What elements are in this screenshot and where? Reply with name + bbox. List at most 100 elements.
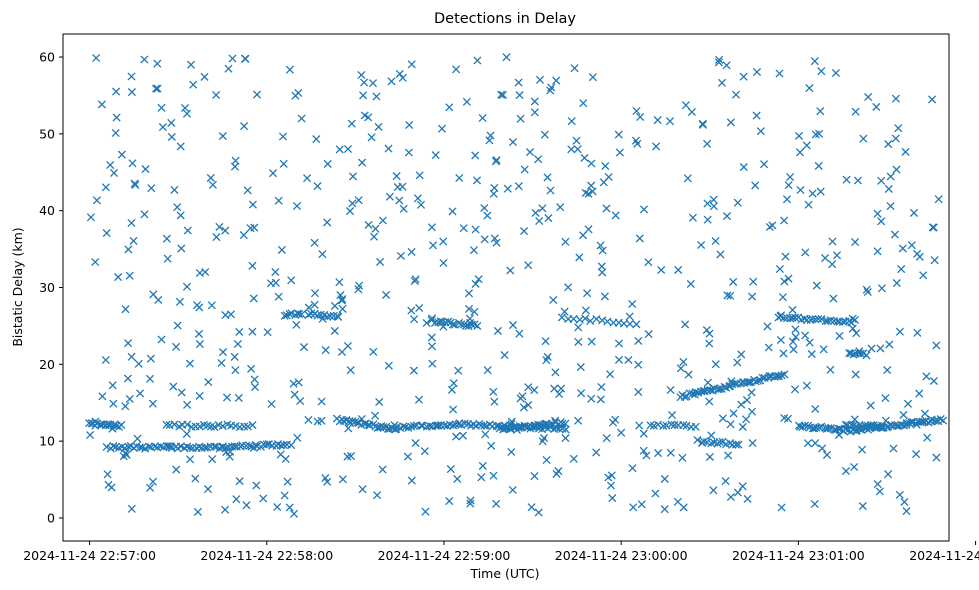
detection-point <box>539 434 549 443</box>
detection-point <box>790 385 800 394</box>
detection-point <box>250 223 259 232</box>
detection-point <box>458 431 468 440</box>
detection-point <box>604 473 613 482</box>
detection-point <box>304 310 313 319</box>
detection-point <box>723 291 732 300</box>
detection-point <box>802 381 811 390</box>
detection-point <box>91 257 100 267</box>
detection-point <box>310 300 319 309</box>
detection-point <box>601 161 610 171</box>
detection-point <box>872 102 881 111</box>
detection-point <box>103 470 112 479</box>
detection-point <box>584 189 593 198</box>
detection-point <box>414 395 424 404</box>
detection-point <box>438 317 447 326</box>
detection-point <box>277 245 286 254</box>
detection-point <box>228 54 237 63</box>
detection-point <box>737 400 746 409</box>
detection-point <box>193 301 202 310</box>
detection-point <box>734 440 743 449</box>
detection-point <box>357 70 366 80</box>
detection-point <box>462 97 471 106</box>
detection-point <box>337 347 347 357</box>
detection-point <box>170 185 179 194</box>
detection-point <box>407 306 416 315</box>
detection-point <box>558 419 567 428</box>
detection-point <box>602 434 611 443</box>
detection-point <box>811 130 820 139</box>
detection-point <box>884 184 893 193</box>
detection-point <box>897 265 906 274</box>
detection-point <box>886 172 895 181</box>
detection-point <box>587 159 596 168</box>
detection-point <box>465 314 474 323</box>
detection-point <box>91 417 100 426</box>
detection-point <box>781 252 790 261</box>
detection-point <box>731 90 741 99</box>
detection-point <box>824 424 833 433</box>
detection-point <box>490 234 499 243</box>
detection-point <box>681 320 690 329</box>
detection-point <box>541 337 550 346</box>
detection-point <box>133 434 142 443</box>
detection-point <box>121 305 130 314</box>
detection-point <box>449 405 458 414</box>
detection-point <box>835 331 844 340</box>
detection-point <box>803 439 813 448</box>
detection-point <box>369 232 379 241</box>
detection-point <box>343 144 353 154</box>
detection-point <box>293 433 302 442</box>
x-tick-label: 2024-11-24 22:59:00 <box>378 548 511 563</box>
detection-point <box>729 409 738 418</box>
detection-point <box>101 183 110 192</box>
detection-point <box>680 392 689 401</box>
detection-point <box>802 141 811 150</box>
detection-point <box>791 325 800 334</box>
detection-point <box>858 445 867 454</box>
detection-point <box>894 124 903 133</box>
detection-point <box>718 437 727 446</box>
detection-point <box>478 461 487 470</box>
detection-point <box>154 295 163 304</box>
detection-point <box>98 392 107 401</box>
detection-point <box>635 421 644 430</box>
detection-point <box>252 481 261 490</box>
detection-point <box>570 64 579 73</box>
detection-point <box>267 399 276 409</box>
detection-point <box>183 400 192 409</box>
detection-point <box>572 136 581 145</box>
detection-point <box>801 248 810 257</box>
detection-point <box>359 91 368 100</box>
detection-point <box>492 499 501 508</box>
y-tick-label: 0 <box>47 510 55 525</box>
detection-point <box>932 341 941 350</box>
detection-point <box>384 361 393 370</box>
detection-point <box>693 435 702 445</box>
detection-point <box>587 337 596 346</box>
detection-point <box>791 332 800 342</box>
detection-point <box>335 278 344 287</box>
detection-point <box>347 119 356 128</box>
detection-point <box>587 181 596 190</box>
detection-point <box>344 424 353 433</box>
detection-point <box>726 492 735 502</box>
detection-point <box>278 132 288 141</box>
detection-point <box>875 487 884 496</box>
detection-point <box>354 285 363 294</box>
detection-point <box>287 441 296 450</box>
detection-point <box>726 118 735 127</box>
detection-point <box>634 360 643 369</box>
detection-point <box>707 439 716 448</box>
detection-point <box>497 90 506 99</box>
detection-point <box>167 118 176 127</box>
detection-point <box>357 414 366 424</box>
detection-point <box>310 238 319 247</box>
detection-point <box>166 442 176 451</box>
detection-point <box>241 54 250 63</box>
detection-point <box>134 359 143 368</box>
detection-point <box>742 396 752 405</box>
detection-point <box>726 420 735 429</box>
detection-point <box>141 165 150 174</box>
detection-point <box>877 217 886 226</box>
detection-point <box>483 211 492 220</box>
